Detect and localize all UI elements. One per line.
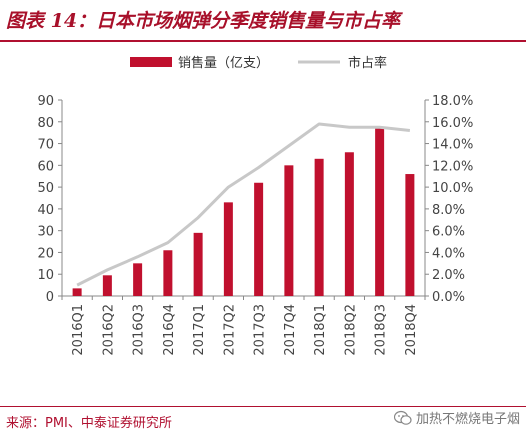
y-tick-label-left: 70 <box>37 138 54 153</box>
wechat-icon <box>393 410 412 425</box>
x-tick-label: 2017Q2 <box>222 304 237 356</box>
y-tick-label-left: 90 <box>37 94 54 109</box>
watermark-text: 加热不燃烧电子烟 <box>415 412 520 427</box>
bar <box>375 128 385 296</box>
market-share-line <box>76 122 411 287</box>
bar <box>405 174 415 296</box>
bar <box>314 158 324 296</box>
y-tick-label-right: 4.0% <box>432 246 465 261</box>
chart-title: 图表 14：日本市场烟弹分季度销售量与市占率 <box>6 10 401 32</box>
source-note: 来源：PMI、中泰证券研究所 <box>6 416 172 431</box>
y-tick-label-right: 18.0% <box>432 94 473 109</box>
chart-area: 销售量（亿支） 市占率 0 10 20 30 40 50 60 70 80 90 0.0% 2.0% 4.0… <box>37 55 473 356</box>
y-tick-label-left: 60 <box>37 159 54 174</box>
y-tick-label-right: 0.0% <box>432 290 465 305</box>
y-tick-label-right: 6.0% <box>432 225 465 240</box>
x-tick-label: 2018Q2 <box>343 304 358 356</box>
bar <box>284 165 294 296</box>
x-tick-label: 2016Q1 <box>71 304 86 356</box>
bar <box>163 250 173 296</box>
footer-divider <box>0 406 526 407</box>
y-tick-label-right: 2.0% <box>432 268 465 283</box>
watermark: 加热不燃烧电子烟 <box>393 408 520 427</box>
y-tick-label-left: 20 <box>37 246 54 261</box>
bar <box>102 275 112 296</box>
x-tick-label: 2016Q2 <box>101 304 116 356</box>
y-tick-label-left: 30 <box>37 225 54 240</box>
x-tick-label: 2018Q3 <box>374 304 389 356</box>
y-tick-label-left: 40 <box>37 203 54 218</box>
bar <box>193 232 203 296</box>
bar <box>344 152 354 296</box>
legend-swatch-bar <box>130 57 172 67</box>
y-tick-label-right: 14.0% <box>432 138 473 153</box>
x-tick-label: 2018Q4 <box>404 304 419 356</box>
x-tick-label: 2016Q4 <box>162 304 177 356</box>
bar <box>133 263 143 296</box>
y-tick-label-right: 16.0% <box>432 116 473 131</box>
legend-label-bar: 销售量（亿支） <box>178 55 269 71</box>
x-tick-label: 2016Q3 <box>132 304 147 356</box>
x-tick-label: 2017Q3 <box>253 304 268 356</box>
y-tick-label-left: 0 <box>46 290 54 305</box>
y-tick-label-left: 50 <box>37 181 54 196</box>
x-tick-label: 2017Q1 <box>192 304 207 356</box>
bar <box>223 202 233 296</box>
bar <box>72 288 82 296</box>
bar <box>254 182 264 296</box>
title-bar: 图表 14：日本市场烟弹分季度销售量与市占率 <box>0 0 526 42</box>
y-tick-label-left: 10 <box>37 268 54 283</box>
y-tick-label-left: 80 <box>37 116 54 131</box>
y-tick-label-right: 8.0% <box>432 203 465 218</box>
legend-label-line: 市占率 <box>348 55 387 71</box>
y-tick-label-right: 12.0% <box>432 159 473 174</box>
y-tick-label-right: 10.0% <box>432 181 473 196</box>
x-tick-label: 2018Q1 <box>313 304 328 356</box>
x-tick-label: 2017Q4 <box>283 304 298 356</box>
